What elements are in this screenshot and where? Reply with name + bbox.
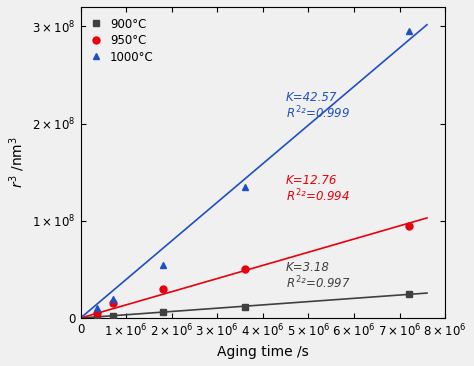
Text: K=3.18: K=3.18: [286, 261, 329, 274]
Line: 950°C: 950°C: [93, 222, 412, 317]
950°C: [406, 224, 411, 228]
Text: K=42.57: K=42.57: [286, 91, 337, 104]
900°C: [242, 305, 247, 310]
Text: $R^2$²=0.999: $R^2$²=0.999: [286, 105, 350, 122]
950°C: [94, 311, 100, 315]
Text: $R^2$²=0.994: $R^2$²=0.994: [286, 188, 350, 204]
Legend: 900°C, 950°C, 1000°C: 900°C, 950°C, 1000°C: [86, 13, 158, 68]
1000°C: [160, 262, 165, 267]
Y-axis label: $r^3$ /nm$^3$: $r^3$ /nm$^3$: [7, 137, 27, 188]
1000°C: [94, 306, 100, 310]
Text: K=12.76: K=12.76: [286, 174, 337, 187]
900°C: [110, 314, 116, 318]
900°C: [94, 315, 100, 319]
950°C: [160, 287, 165, 291]
1000°C: [242, 184, 247, 189]
X-axis label: Aging time /s: Aging time /s: [217, 345, 309, 359]
1000°C: [110, 296, 116, 301]
900°C: [160, 310, 165, 314]
Text: $R^2$²=0.997: $R^2$²=0.997: [286, 275, 350, 292]
Line: 1000°C: 1000°C: [93, 28, 412, 312]
900°C: [406, 292, 411, 296]
950°C: [242, 267, 247, 272]
1000°C: [406, 29, 411, 33]
Line: 900°C: 900°C: [93, 290, 412, 321]
950°C: [110, 301, 116, 306]
